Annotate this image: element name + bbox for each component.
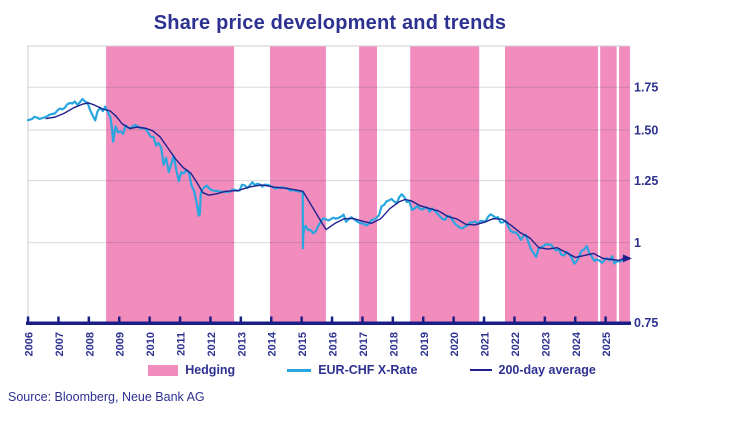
svg-text:2012: 2012 xyxy=(206,332,218,356)
legend-item-eur-chf-rate: EUR-CHF X-Rate xyxy=(287,363,418,377)
hedging-swatch-icon xyxy=(148,364,179,376)
svg-text:2020: 2020 xyxy=(449,332,461,356)
svg-text:2018: 2018 xyxy=(388,332,400,356)
svg-text:2017: 2017 xyxy=(358,332,370,356)
svg-text:2021: 2021 xyxy=(480,332,492,356)
legend-item-200-day-average: 200-day average xyxy=(469,363,596,377)
svg-text:1.75: 1.75 xyxy=(634,81,658,95)
svg-text:1.25: 1.25 xyxy=(634,174,658,188)
plot-border xyxy=(27,45,630,323)
svg-text:2023: 2023 xyxy=(540,332,552,356)
svg-text:2016: 2016 xyxy=(328,332,340,356)
share-price-chart: 2006 2007 2008 2009 2010 2011 2012 2013 2014 2015… xyxy=(24,45,658,356)
svg-text:2025: 2025 xyxy=(601,332,613,356)
svg-text:1: 1 xyxy=(634,236,641,250)
trend-arrow-icon xyxy=(622,254,632,263)
legend-label-eur-chf-rate: EUR-CHF X-Rate xyxy=(318,363,418,377)
source-note: Source: Bloomberg, Neue Bank AG xyxy=(8,390,205,404)
x-axis-ticks xyxy=(26,316,607,322)
svg-text:2015: 2015 xyxy=(297,332,309,356)
chart-legend: Hedging EUR-CHF X-Rate 200-day average xyxy=(0,363,744,377)
legend-item-hedging: Hedging xyxy=(148,363,235,377)
svg-text:0.75: 0.75 xyxy=(634,316,658,330)
x-axis-labels: 2006 2007 2008 2009 2010 2011 2012 2013 2014 2015… xyxy=(24,331,614,356)
svg-text:2019: 2019 xyxy=(419,332,431,356)
svg-text:2006: 2006 xyxy=(24,332,36,356)
average-line-swatch-icon xyxy=(469,369,492,371)
svg-text:2008: 2008 xyxy=(84,332,96,356)
rate-line-swatch-icon xyxy=(287,368,312,372)
x-axis xyxy=(26,321,631,325)
svg-text:2011: 2011 xyxy=(176,332,188,356)
svg-text:1.50: 1.50 xyxy=(634,124,658,138)
svg-text:2022: 2022 xyxy=(510,332,522,356)
average-200-day-line xyxy=(45,102,625,262)
legend-label-hedging: Hedging xyxy=(185,363,236,377)
page-title: Share price development and trends xyxy=(153,12,507,34)
hedging-bands xyxy=(106,46,630,323)
svg-text:2009: 2009 xyxy=(115,332,127,356)
svg-text:2013: 2013 xyxy=(236,332,248,356)
legend-label-200-day-average: 200-day average xyxy=(498,363,596,377)
svg-text:2010: 2010 xyxy=(145,332,157,356)
svg-text:2024: 2024 xyxy=(571,331,583,356)
svg-text:2014: 2014 xyxy=(267,331,279,356)
y-axis-labels: 1.75 1.50 1.25 1 0.75 xyxy=(634,81,658,330)
svg-text:2007: 2007 xyxy=(54,332,66,356)
